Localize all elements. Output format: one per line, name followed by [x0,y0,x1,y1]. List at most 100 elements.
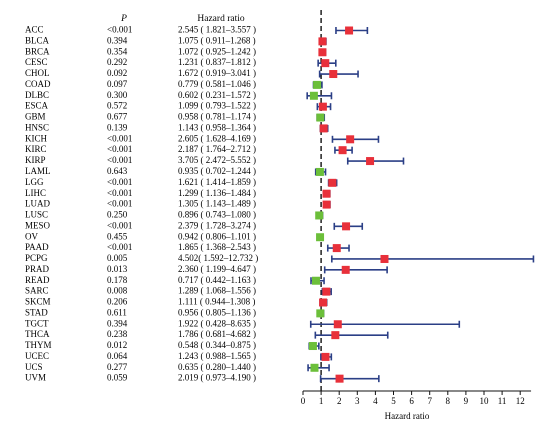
row-p-value: 0.643 [107,166,128,176]
hazard-ratio-marker [341,265,350,274]
row-p-value: 0.064 [107,351,128,361]
row-p-value: <0.001 [107,188,132,198]
row-hazard-ratio-text: 0.942 ( 0.806–1.101 ) [178,231,256,241]
row-hazard-ratio-text: 1.099 ( 0.793–1.522 ) [178,101,256,111]
hazard-ratio-marker [322,287,331,296]
hazard-ratio-marker [315,167,324,176]
row-hazard-ratio-text: 0.956 ( 0.805–1.136 ) [178,307,256,317]
hazard-ratio-marker [311,276,320,285]
row-p-value: <0.001 [107,133,132,143]
x-axis-tick-label: 3 [355,396,360,406]
row-cancer-label: KIRP [25,155,46,165]
hazard-ratio-marker [322,189,331,198]
row-cancer-label: READ [25,275,50,285]
row-hazard-ratio-text: 0.935 ( 0.702–1.244 ) [178,166,256,176]
row-cancer-label: THCA [25,329,50,339]
x-axis-tick-label: 7 [427,396,432,406]
row-p-value: 0.250 [107,210,128,220]
row-cancer-label: TGCT [25,318,49,328]
row-hazard-ratio-text: 1.075 ( 0.911–1.268 ) [178,35,256,45]
row-cancer-label: BLCA [25,35,50,45]
row-cancer-label: UCS [25,362,43,372]
hazard-ratio-marker [342,222,351,231]
row-p-value: 0.394 [107,35,128,45]
hazard-ratio-marker [313,80,322,89]
row-p-value: 0.097 [107,79,128,89]
row-p-value: 0.394 [107,318,128,328]
row-cancer-label: PCPG [25,253,48,263]
x-axis-tick-label: 12 [516,396,525,406]
row-hazard-ratio-text: 1.299 ( 1.136–1.484 ) [178,188,256,198]
row-hazard-ratio-text: 1.143 ( 0.958–1.364 ) [178,122,256,132]
row-cancer-label: LIHC [25,188,46,198]
row-cancer-label: MESO [25,220,51,230]
row-hazard-ratio-text: 0.717 ( 0.442–1.163 ) [178,275,256,285]
row-hazard-ratio-text: 0.896 ( 0.743–1.080 ) [178,210,256,220]
hazard-ratio-marker [316,233,325,242]
hazard-ratio-marker [380,254,389,263]
row-p-value: 0.092 [107,68,127,78]
x-axis-tick-label: 1 [319,396,324,406]
hazard-ratio-marker [319,124,328,133]
row-cancer-label: KICH [25,133,47,143]
x-axis-tick-label: 2 [337,396,342,406]
x-axis-tick-label: 10 [480,396,490,406]
row-cancer-label: STAD [25,307,48,317]
hazard-ratio-marker [316,113,325,122]
row-cancer-label: LUSC [25,210,48,220]
row-p-value: 0.178 [107,275,128,285]
hazard-ratio-marker [316,309,325,318]
row-p-value: 0.677 [107,112,128,122]
row-hazard-ratio-text: 1.305 ( 1.143–1.489 ) [178,199,256,209]
row-p-value: <0.001 [107,144,132,154]
row-p-value: 0.455 [107,231,128,241]
row-cancer-label: CESC [25,57,48,67]
x-axis-tick-label: 9 [464,396,469,406]
row-cancer-label: BRCA [25,46,50,56]
row-p-value: <0.001 [107,177,132,187]
hazard-ratio-marker [345,26,354,35]
row-p-value: 0.277 [107,362,128,372]
hazard-ratio-marker [322,200,331,209]
row-p-value: 0.238 [107,329,128,339]
x-axis-title: Hazard ratio [385,411,430,421]
row-hazard-ratio-text: 1.072 ( 0.925–1.242 ) [178,46,256,56]
row-hazard-ratio-text: 2.187 ( 1.764–2.712 ) [178,144,256,154]
row-hazard-ratio-text: 4.502( 1.592–12.732 ) [178,253,258,263]
row-hazard-ratio-text: 1.243 ( 0.988–1.565 ) [178,351,256,361]
hazard-ratio-marker [328,178,337,187]
hazard-ratio-marker [366,157,375,166]
row-cancer-label: LGG [25,177,44,187]
row-p-value: 0.292 [107,57,127,67]
hazard-ratio-marker [319,298,328,307]
row-hazard-ratio-text: 1.922 ( 0.428–8.635 ) [178,318,256,328]
row-cancer-label: ESCA [25,101,49,111]
row-p-value: 0.005 [107,253,128,263]
row-hazard-ratio-text: 0.635 ( 0.280–1.440 ) [178,362,256,372]
row-hazard-ratio-text: 1.231 ( 0.837–1.812 ) [178,57,256,67]
row-p-value: 0.012 [107,340,127,350]
hazard-ratio-marker [331,331,340,340]
row-hazard-ratio-text: 0.602 ( 0.231–1.572 ) [178,90,256,100]
hazard-ratio-marker [309,91,318,100]
hazard-ratio-marker [335,374,344,383]
x-axis-tick-label: 8 [446,396,451,406]
row-cancer-label: KIRC [25,144,47,154]
row-cancer-label: PAAD [25,242,49,252]
row-p-value: 0.013 [107,264,128,274]
row-hazard-ratio-text: 1.865 ( 1.368–2.543 ) [178,242,256,252]
hazard-ratio-marker [338,146,347,155]
row-cancer-label: LAML [25,166,51,176]
row-cancer-label: SARC [25,286,49,296]
x-axis-tick-label: 0 [301,396,306,406]
row-hazard-ratio-text: 1.786 ( 0.681–4.682 ) [178,329,256,339]
hazard-ratio-marker [332,244,341,253]
row-p-value: 0.611 [107,307,127,317]
hazard-ratio-marker [318,102,327,111]
hazard-ratio-marker [333,320,342,329]
row-p-value: 0.354 [107,46,128,56]
column-header-hazard-ratio: Hazard ratio [197,14,244,24]
row-p-value: 0.300 [107,90,128,100]
row-cancer-label: COAD [25,79,51,89]
